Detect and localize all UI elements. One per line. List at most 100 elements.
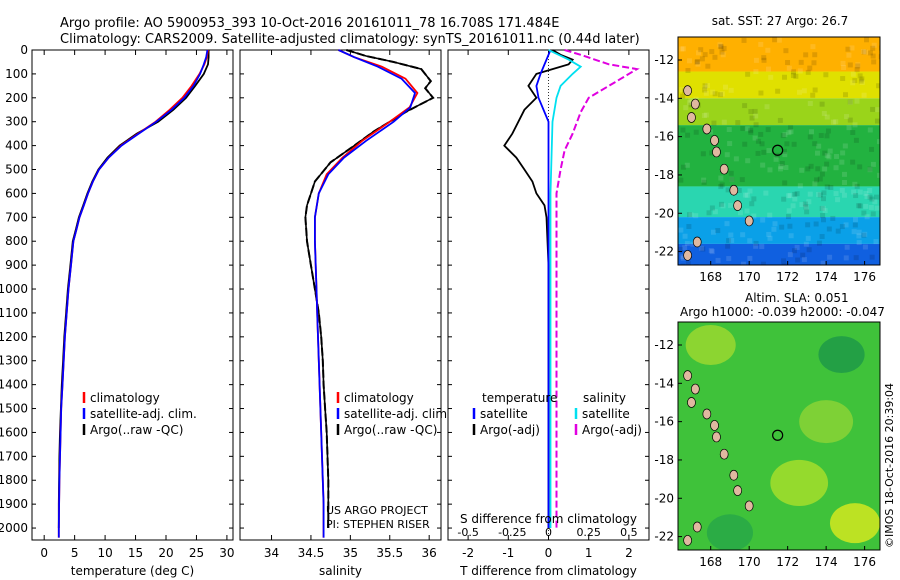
sst-pixel bbox=[680, 46, 686, 52]
argo-temperature-diff-line bbox=[503, 49, 575, 528]
sst-pixel bbox=[718, 92, 724, 98]
y-tick-label: -14 bbox=[654, 376, 674, 390]
sst-pixel bbox=[744, 126, 750, 132]
island bbox=[710, 420, 719, 431]
sst-pixel bbox=[853, 193, 859, 199]
sst-pixel bbox=[719, 91, 725, 97]
sst-pixel bbox=[753, 113, 759, 119]
sst-pixel bbox=[781, 258, 787, 264]
map-field bbox=[678, 322, 880, 550]
sst-pixel bbox=[810, 92, 816, 98]
x-tick-label: -1 bbox=[502, 546, 514, 560]
y-tick-label: 900 bbox=[5, 258, 28, 272]
sst-pixel bbox=[801, 257, 807, 263]
sst-pixel bbox=[718, 184, 724, 190]
sst-pixel bbox=[766, 66, 772, 72]
sla-patch bbox=[799, 400, 854, 444]
sst-pixel bbox=[821, 190, 827, 196]
sst-pixel bbox=[847, 117, 853, 123]
sst-pixel bbox=[753, 122, 759, 128]
sst-pixel bbox=[863, 49, 869, 55]
sst-pixel bbox=[751, 196, 757, 202]
sst-pixel bbox=[781, 148, 787, 154]
sst-pixel bbox=[823, 72, 829, 78]
sst-pixel bbox=[822, 166, 828, 172]
sst-pixel bbox=[709, 249, 715, 255]
sst-pixel bbox=[794, 191, 800, 197]
island bbox=[744, 500, 754, 512]
argo-salinity-line bbox=[304, 49, 435, 528]
sst-pixel bbox=[709, 49, 715, 55]
sst-pixel bbox=[821, 110, 827, 116]
y-tick-label: 1300 bbox=[0, 354, 28, 368]
imos-credit: ©IMOS 18-Oct-2016 20:39:04 bbox=[883, 383, 896, 548]
sst-pixel bbox=[851, 189, 857, 195]
island bbox=[729, 184, 739, 196]
sst-pixel bbox=[818, 133, 824, 139]
sst-pixel bbox=[799, 167, 805, 173]
y-tick-label: 200 bbox=[5, 91, 28, 105]
sst-pixel bbox=[680, 93, 686, 99]
sst-pixel bbox=[863, 203, 869, 209]
sst-pixel bbox=[798, 59, 804, 65]
sst-pixel bbox=[699, 56, 705, 62]
sst-pixel bbox=[841, 192, 847, 198]
sst-pixel bbox=[861, 92, 867, 98]
y-tick-label: -14 bbox=[654, 91, 674, 105]
sst-pixel bbox=[811, 60, 817, 66]
sst-pixel bbox=[729, 176, 735, 182]
sst-pixel bbox=[749, 201, 755, 207]
sst-pixel bbox=[740, 125, 746, 131]
x-tick-label: 35 bbox=[343, 546, 358, 560]
sst-pixel bbox=[867, 127, 873, 133]
sst-pixel bbox=[827, 254, 833, 260]
sst-pixel bbox=[845, 46, 851, 52]
sst-pixel bbox=[871, 42, 877, 48]
sst-band bbox=[678, 186, 880, 218]
island bbox=[733, 200, 742, 211]
sst-pixel bbox=[758, 90, 764, 96]
sst-pixel bbox=[700, 151, 706, 157]
sst-pixel bbox=[752, 108, 758, 114]
sst-pixel bbox=[834, 153, 840, 159]
sst-pixel bbox=[794, 244, 800, 250]
argo-position-marker bbox=[772, 144, 784, 156]
sst-pixel bbox=[792, 196, 798, 202]
sst-map-title: sat. SST: 27 Argo: 26.7 bbox=[712, 14, 849, 28]
s-tick-label: 0.5 bbox=[620, 526, 638, 539]
sst-pixel bbox=[850, 80, 856, 86]
sst-pixel bbox=[781, 196, 787, 202]
sst-pixel bbox=[682, 233, 688, 239]
sst-pixel bbox=[785, 214, 791, 220]
sst-pixel bbox=[775, 88, 781, 94]
s-tick-label: 0.25 bbox=[576, 526, 601, 539]
sst-pixel bbox=[810, 44, 816, 50]
sst-pixel bbox=[761, 55, 767, 61]
sst-pixel bbox=[724, 221, 730, 227]
s-tick-label: -0.5 bbox=[457, 526, 478, 539]
sst-pixel bbox=[844, 114, 850, 120]
sst-pixel bbox=[744, 192, 750, 198]
sst-pixel bbox=[771, 226, 777, 232]
sst-pixel bbox=[723, 84, 729, 90]
sst-pixel bbox=[748, 129, 754, 135]
sst-pixel bbox=[820, 260, 826, 265]
sst-pixel bbox=[718, 175, 724, 181]
sst-pixel bbox=[846, 52, 852, 58]
map-frame bbox=[677, 321, 881, 551]
y-tick-label: 1600 bbox=[0, 425, 28, 439]
sst-pixel bbox=[819, 205, 825, 211]
sst-pixel bbox=[767, 167, 773, 173]
sst-pixel bbox=[867, 194, 873, 200]
sst-pixel bbox=[761, 149, 767, 155]
sst-pixel bbox=[678, 246, 684, 252]
island bbox=[683, 85, 692, 96]
sst-pixel bbox=[824, 114, 830, 120]
sla-patch bbox=[818, 336, 865, 374]
sst-pixel bbox=[819, 101, 825, 107]
legend-argo-label: Argo(..raw -QC) bbox=[344, 423, 437, 437]
sst-pixel bbox=[721, 45, 727, 51]
sst-pixel bbox=[760, 217, 766, 223]
sst-pixel bbox=[864, 193, 870, 199]
island bbox=[712, 146, 721, 158]
